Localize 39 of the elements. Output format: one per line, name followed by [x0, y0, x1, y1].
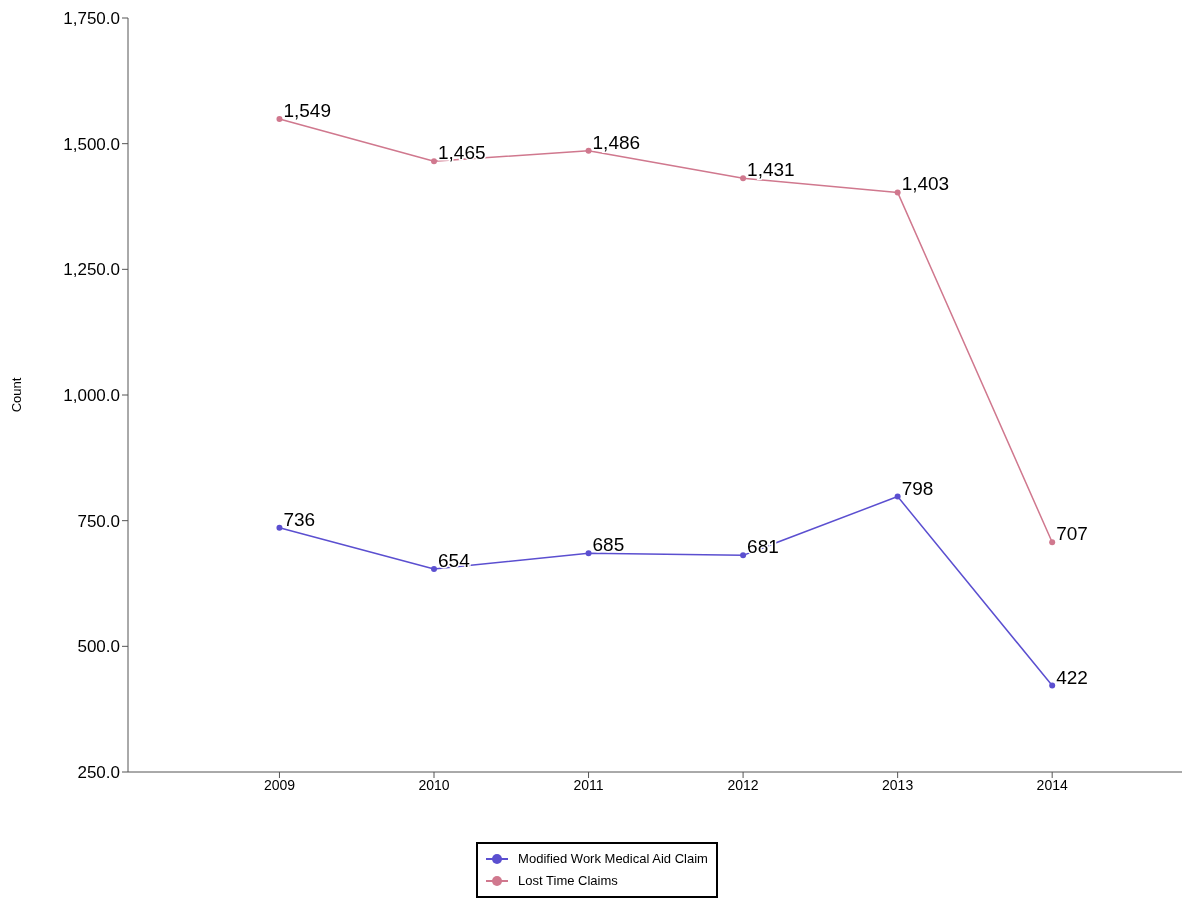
point: [431, 158, 437, 165]
y-tick-label: 1,750.0: [63, 9, 120, 29]
y-tick-label: 500.0: [77, 637, 120, 657]
y-tick-label: 750.0: [77, 511, 120, 531]
x-tick-label: 2011: [573, 776, 604, 793]
point: [1049, 682, 1056, 689]
point: [276, 524, 283, 531]
y-tick-label: 1,500.0: [63, 134, 120, 154]
point: [276, 116, 283, 123]
y-axis-title: Count: [8, 377, 24, 413]
data-label: 1,549: [283, 100, 331, 122]
x-tick-label: 2014: [1036, 776, 1068, 793]
x-tick-label: 2012: [727, 776, 759, 793]
point: [894, 189, 901, 196]
point: [740, 552, 747, 559]
x-tick-label: 2009: [263, 776, 296, 793]
data-label: 1,431: [747, 159, 795, 181]
y-tick-label: 1,250.0: [63, 260, 120, 280]
x-tick-label: 2010: [418, 776, 450, 793]
y-tick-label: 1,000.0: [63, 386, 120, 406]
point: [1049, 539, 1056, 546]
x-tick-label: 2013: [882, 776, 914, 793]
point: [431, 565, 437, 572]
data-label: 707: [1056, 523, 1088, 545]
point: [585, 550, 592, 557]
data-label: 685: [592, 534, 625, 556]
data-label: 422: [1056, 666, 1088, 688]
data-label: 1,486: [592, 131, 641, 153]
data-label: 1,403: [901, 173, 950, 195]
y-tick-label: 250.0: [77, 763, 120, 783]
legend-label: Lost Time Claims: [517, 872, 619, 890]
data-label: 1,465: [438, 142, 486, 164]
data-label: 736: [283, 508, 316, 530]
point: [740, 175, 747, 182]
data-label: 798: [901, 477, 934, 499]
data-label: 654: [438, 549, 471, 571]
point: [894, 493, 901, 500]
legend-label: Modified Work Medical Aid Claim: [517, 850, 708, 868]
point: [585, 147, 592, 154]
